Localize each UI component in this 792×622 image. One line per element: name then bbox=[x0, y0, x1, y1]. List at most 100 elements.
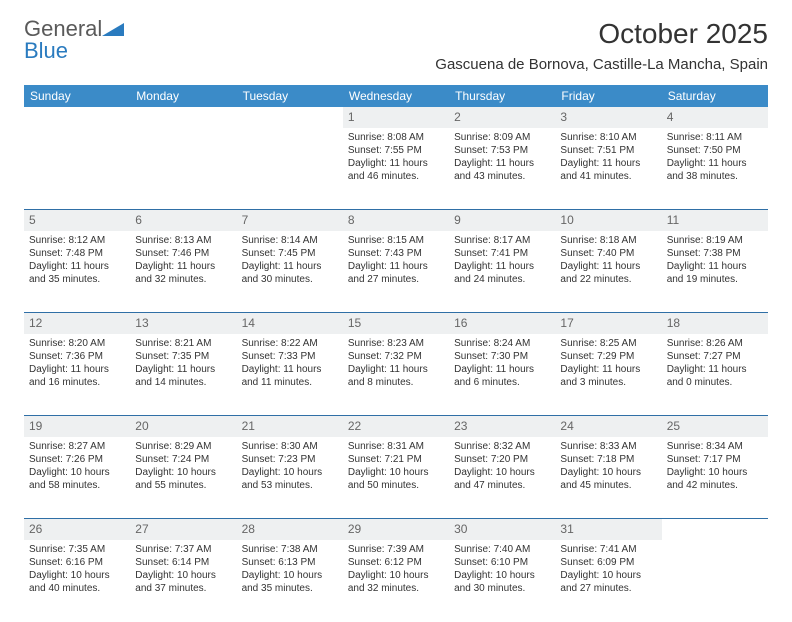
day-cell: Sunrise: 8:29 AMSunset: 7:24 PMDaylight:… bbox=[130, 437, 236, 519]
day-detail: Sunrise: 7:37 AMSunset: 6:14 PMDaylight:… bbox=[135, 543, 231, 595]
day-number: 18 bbox=[667, 316, 763, 332]
daynum-cell: 12 bbox=[24, 313, 130, 334]
daynum-cell: 9 bbox=[449, 210, 555, 231]
day-number: 28 bbox=[242, 522, 338, 538]
daynum-cell: 21 bbox=[237, 416, 343, 437]
logo: General Blue bbox=[24, 18, 124, 62]
day-number: 4 bbox=[667, 110, 763, 126]
day-number: 15 bbox=[348, 316, 444, 332]
day-detail: Sunrise: 7:35 AMSunset: 6:16 PMDaylight:… bbox=[29, 543, 125, 595]
day-detail: Sunrise: 7:39 AMSunset: 6:12 PMDaylight:… bbox=[348, 543, 444, 595]
day-cell: Sunrise: 8:21 AMSunset: 7:35 PMDaylight:… bbox=[130, 334, 236, 416]
day-cell bbox=[130, 128, 236, 210]
day-detail: Sunrise: 8:30 AMSunset: 7:23 PMDaylight:… bbox=[242, 440, 338, 492]
daynum-cell: 7 bbox=[237, 210, 343, 231]
day-number: 11 bbox=[667, 213, 763, 229]
day-detail: Sunrise: 8:17 AMSunset: 7:41 PMDaylight:… bbox=[454, 234, 550, 286]
week-row: Sunrise: 8:27 AMSunset: 7:26 PMDaylight:… bbox=[24, 437, 768, 519]
day-detail: Sunrise: 8:33 AMSunset: 7:18 PMDaylight:… bbox=[560, 440, 656, 492]
daynum-row: 19202122232425 bbox=[24, 416, 768, 437]
day-cell: Sunrise: 8:10 AMSunset: 7:51 PMDaylight:… bbox=[555, 128, 661, 210]
header: General Blue October 2025 Gascuena de Bo… bbox=[24, 18, 768, 73]
daynum-cell bbox=[24, 107, 130, 128]
day-cell: Sunrise: 8:26 AMSunset: 7:27 PMDaylight:… bbox=[662, 334, 768, 416]
daynum-cell: 24 bbox=[555, 416, 661, 437]
day-cell bbox=[237, 128, 343, 210]
day-detail: Sunrise: 8:18 AMSunset: 7:40 PMDaylight:… bbox=[560, 234, 656, 286]
column-header: Tuesday bbox=[237, 85, 343, 107]
logo-triangle-icon bbox=[102, 20, 124, 36]
day-detail: Sunrise: 7:38 AMSunset: 6:13 PMDaylight:… bbox=[242, 543, 338, 595]
day-cell: Sunrise: 8:15 AMSunset: 7:43 PMDaylight:… bbox=[343, 231, 449, 313]
day-cell: Sunrise: 8:32 AMSunset: 7:20 PMDaylight:… bbox=[449, 437, 555, 519]
day-cell: Sunrise: 8:22 AMSunset: 7:33 PMDaylight:… bbox=[237, 334, 343, 416]
day-number: 6 bbox=[135, 213, 231, 229]
day-detail: Sunrise: 7:40 AMSunset: 6:10 PMDaylight:… bbox=[454, 543, 550, 595]
column-header: Thursday bbox=[449, 85, 555, 107]
daynum-cell: 16 bbox=[449, 313, 555, 334]
daynum-row: 12 13 14 15 1617 18 bbox=[24, 313, 768, 334]
daynum-cell: 2 bbox=[449, 107, 555, 128]
day-cell: Sunrise: 8:19 AMSunset: 7:38 PMDaylight:… bbox=[662, 231, 768, 313]
day-detail: Sunrise: 8:12 AMSunset: 7:48 PMDaylight:… bbox=[29, 234, 125, 286]
day-detail: Sunrise: 8:19 AMSunset: 7:38 PMDaylight:… bbox=[667, 234, 763, 286]
day-detail: Sunrise: 8:11 AMSunset: 7:50 PMDaylight:… bbox=[667, 131, 763, 183]
day-cell: Sunrise: 8:14 AMSunset: 7:45 PMDaylight:… bbox=[237, 231, 343, 313]
day-detail: Sunrise: 8:09 AMSunset: 7:53 PMDaylight:… bbox=[454, 131, 550, 183]
day-cell: Sunrise: 8:25 AMSunset: 7:29 PMDaylight:… bbox=[555, 334, 661, 416]
calendar-table: SundayMondayTuesdayWednesdayThursdayFrid… bbox=[24, 85, 768, 622]
day-cell: Sunrise: 8:12 AMSunset: 7:48 PMDaylight:… bbox=[24, 231, 130, 313]
day-detail: Sunrise: 8:14 AMSunset: 7:45 PMDaylight:… bbox=[242, 234, 338, 286]
day-number: 10 bbox=[560, 213, 656, 229]
daynum-cell: 17 bbox=[555, 313, 661, 334]
title-block: October 2025 Gascuena de Bornova, Castil… bbox=[435, 18, 768, 73]
day-number: 20 bbox=[135, 419, 231, 435]
day-number: 13 bbox=[135, 316, 231, 332]
daynum-cell: 11 bbox=[662, 210, 768, 231]
day-detail: Sunrise: 8:08 AMSunset: 7:55 PMDaylight:… bbox=[348, 131, 444, 183]
day-detail: Sunrise: 8:34 AMSunset: 7:17 PMDaylight:… bbox=[667, 440, 763, 492]
day-cell: Sunrise: 8:17 AMSunset: 7:41 PMDaylight:… bbox=[449, 231, 555, 313]
daynum-cell: 3 bbox=[555, 107, 661, 128]
daynum-cell: 27 bbox=[130, 519, 236, 540]
day-cell: Sunrise: 8:33 AMSunset: 7:18 PMDaylight:… bbox=[555, 437, 661, 519]
daynum-row: 26 27 28 2930 31 bbox=[24, 519, 768, 540]
daynum-cell: 14 bbox=[237, 313, 343, 334]
day-detail: Sunrise: 8:32 AMSunset: 7:20 PMDaylight:… bbox=[454, 440, 550, 492]
day-detail: Sunrise: 8:25 AMSunset: 7:29 PMDaylight:… bbox=[560, 337, 656, 389]
week-row: Sunrise: 8:08 AMSunset: 7:55 PMDaylight:… bbox=[24, 128, 768, 210]
daynum-cell: 15 bbox=[343, 313, 449, 334]
day-cell: Sunrise: 8:09 AMSunset: 7:53 PMDaylight:… bbox=[449, 128, 555, 210]
day-number: 7 bbox=[242, 213, 338, 229]
day-cell: Sunrise: 8:31 AMSunset: 7:21 PMDaylight:… bbox=[343, 437, 449, 519]
daynum-cell: 28 bbox=[237, 519, 343, 540]
daynum-cell: 30 bbox=[449, 519, 555, 540]
day-number: 26 bbox=[29, 522, 125, 538]
calendar-header: SundayMondayTuesdayWednesdayThursdayFrid… bbox=[24, 85, 768, 107]
daynum-cell: 8 bbox=[343, 210, 449, 231]
daynum-cell: 4 bbox=[662, 107, 768, 128]
daynum-cell: 5 bbox=[24, 210, 130, 231]
column-header: Saturday bbox=[662, 85, 768, 107]
day-detail: Sunrise: 8:13 AMSunset: 7:46 PMDaylight:… bbox=[135, 234, 231, 286]
day-cell: Sunrise: 7:38 AMSunset: 6:13 PMDaylight:… bbox=[237, 540, 343, 622]
day-detail: Sunrise: 8:15 AMSunset: 7:43 PMDaylight:… bbox=[348, 234, 444, 286]
daynum-cell: 29 bbox=[343, 519, 449, 540]
day-number: 5 bbox=[29, 213, 125, 229]
day-detail: Sunrise: 8:23 AMSunset: 7:32 PMDaylight:… bbox=[348, 337, 444, 389]
day-number: 8 bbox=[348, 213, 444, 229]
daynum-cell: 10 bbox=[555, 210, 661, 231]
day-cell bbox=[24, 128, 130, 210]
daynum-cell: 23 bbox=[449, 416, 555, 437]
day-cell: Sunrise: 8:24 AMSunset: 7:30 PMDaylight:… bbox=[449, 334, 555, 416]
day-cell: Sunrise: 7:37 AMSunset: 6:14 PMDaylight:… bbox=[130, 540, 236, 622]
day-cell: Sunrise: 7:40 AMSunset: 6:10 PMDaylight:… bbox=[449, 540, 555, 622]
day-cell: Sunrise: 8:23 AMSunset: 7:32 PMDaylight:… bbox=[343, 334, 449, 416]
daynum-cell bbox=[237, 107, 343, 128]
daynum-cell bbox=[662, 519, 768, 540]
day-number: 31 bbox=[560, 522, 656, 538]
week-row: Sunrise: 8:20 AMSunset: 7:36 PMDaylight:… bbox=[24, 334, 768, 416]
day-detail: Sunrise: 8:20 AMSunset: 7:36 PMDaylight:… bbox=[29, 337, 125, 389]
daynum-cell: 31 bbox=[555, 519, 661, 540]
day-cell: Sunrise: 8:34 AMSunset: 7:17 PMDaylight:… bbox=[662, 437, 768, 519]
